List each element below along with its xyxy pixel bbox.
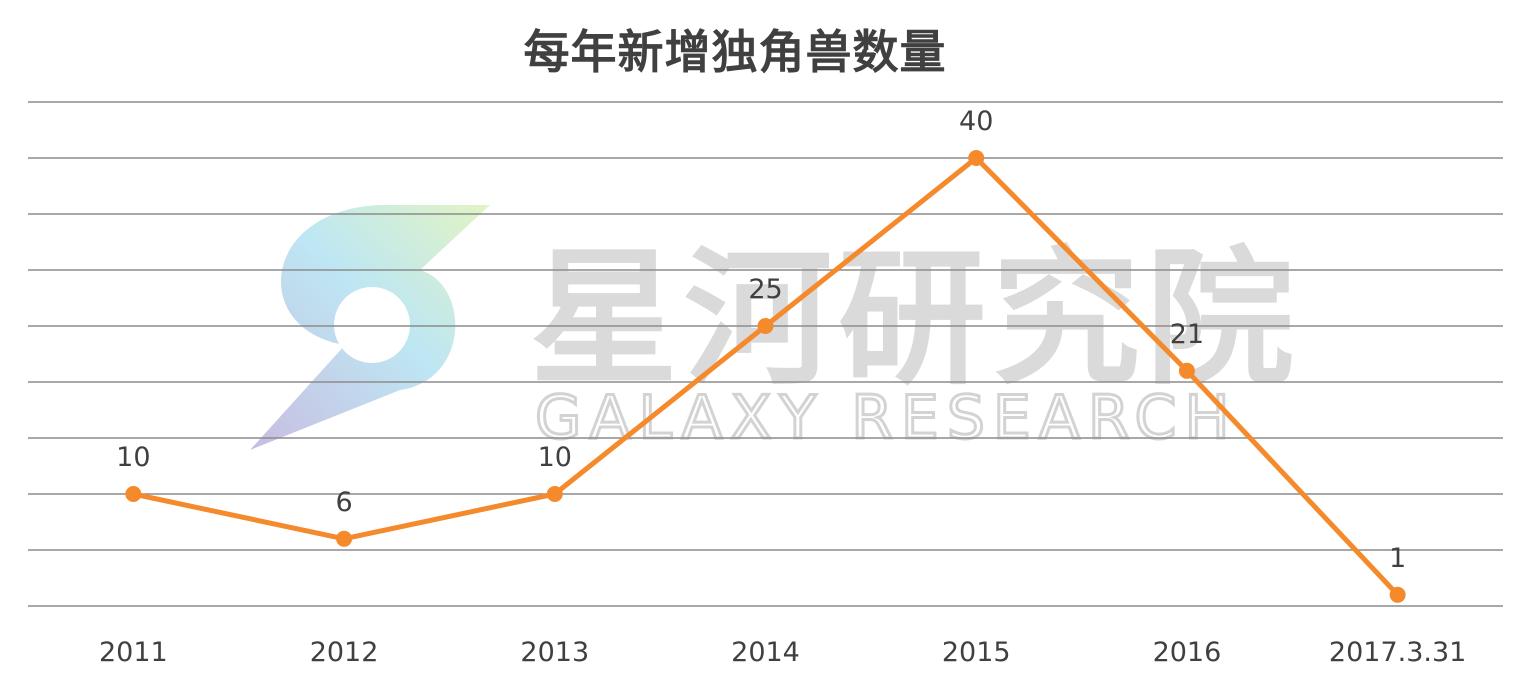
data-label: 10: [538, 442, 572, 473]
x-tick-label: 2013: [520, 637, 589, 668]
chart-title: 每年新增独角兽数量: [523, 25, 947, 79]
x-axis-ticks: 2011 2012 2013 2014 2015 2016 2017.3.31: [99, 637, 1466, 668]
data-label: 6: [335, 487, 352, 518]
watermark-text-en: GALAXY RESEARCH: [535, 383, 1238, 453]
data-labels: 10 6 10 25 40 21 1: [116, 106, 1406, 574]
series-group: [125, 150, 1406, 603]
x-tick-label: 2011: [99, 637, 168, 668]
watermark-text-cn: 星河研究院: [530, 233, 1300, 405]
x-tick-label: 2016: [1153, 637, 1222, 668]
x-tick-label: 2015: [942, 637, 1011, 668]
watermark-logo-icon: [250, 205, 490, 450]
data-point: [757, 318, 774, 334]
data-point: [546, 486, 563, 502]
x-tick-label: 2017.3.31: [1329, 637, 1466, 668]
data-label: 40: [959, 106, 993, 137]
data-point: [336, 530, 353, 547]
data-label: 25: [748, 274, 782, 305]
x-tick-label: 2012: [310, 637, 379, 668]
gridlines: [28, 101, 1503, 607]
data-label: 10: [116, 442, 150, 473]
data-point: [125, 486, 142, 502]
x-tick-label: 2014: [731, 637, 800, 668]
data-label: 1: [1389, 543, 1406, 574]
data-point: [1178, 362, 1195, 379]
data-label: 21: [1170, 319, 1204, 350]
data-point: [968, 150, 985, 166]
data-point: [1389, 586, 1406, 603]
